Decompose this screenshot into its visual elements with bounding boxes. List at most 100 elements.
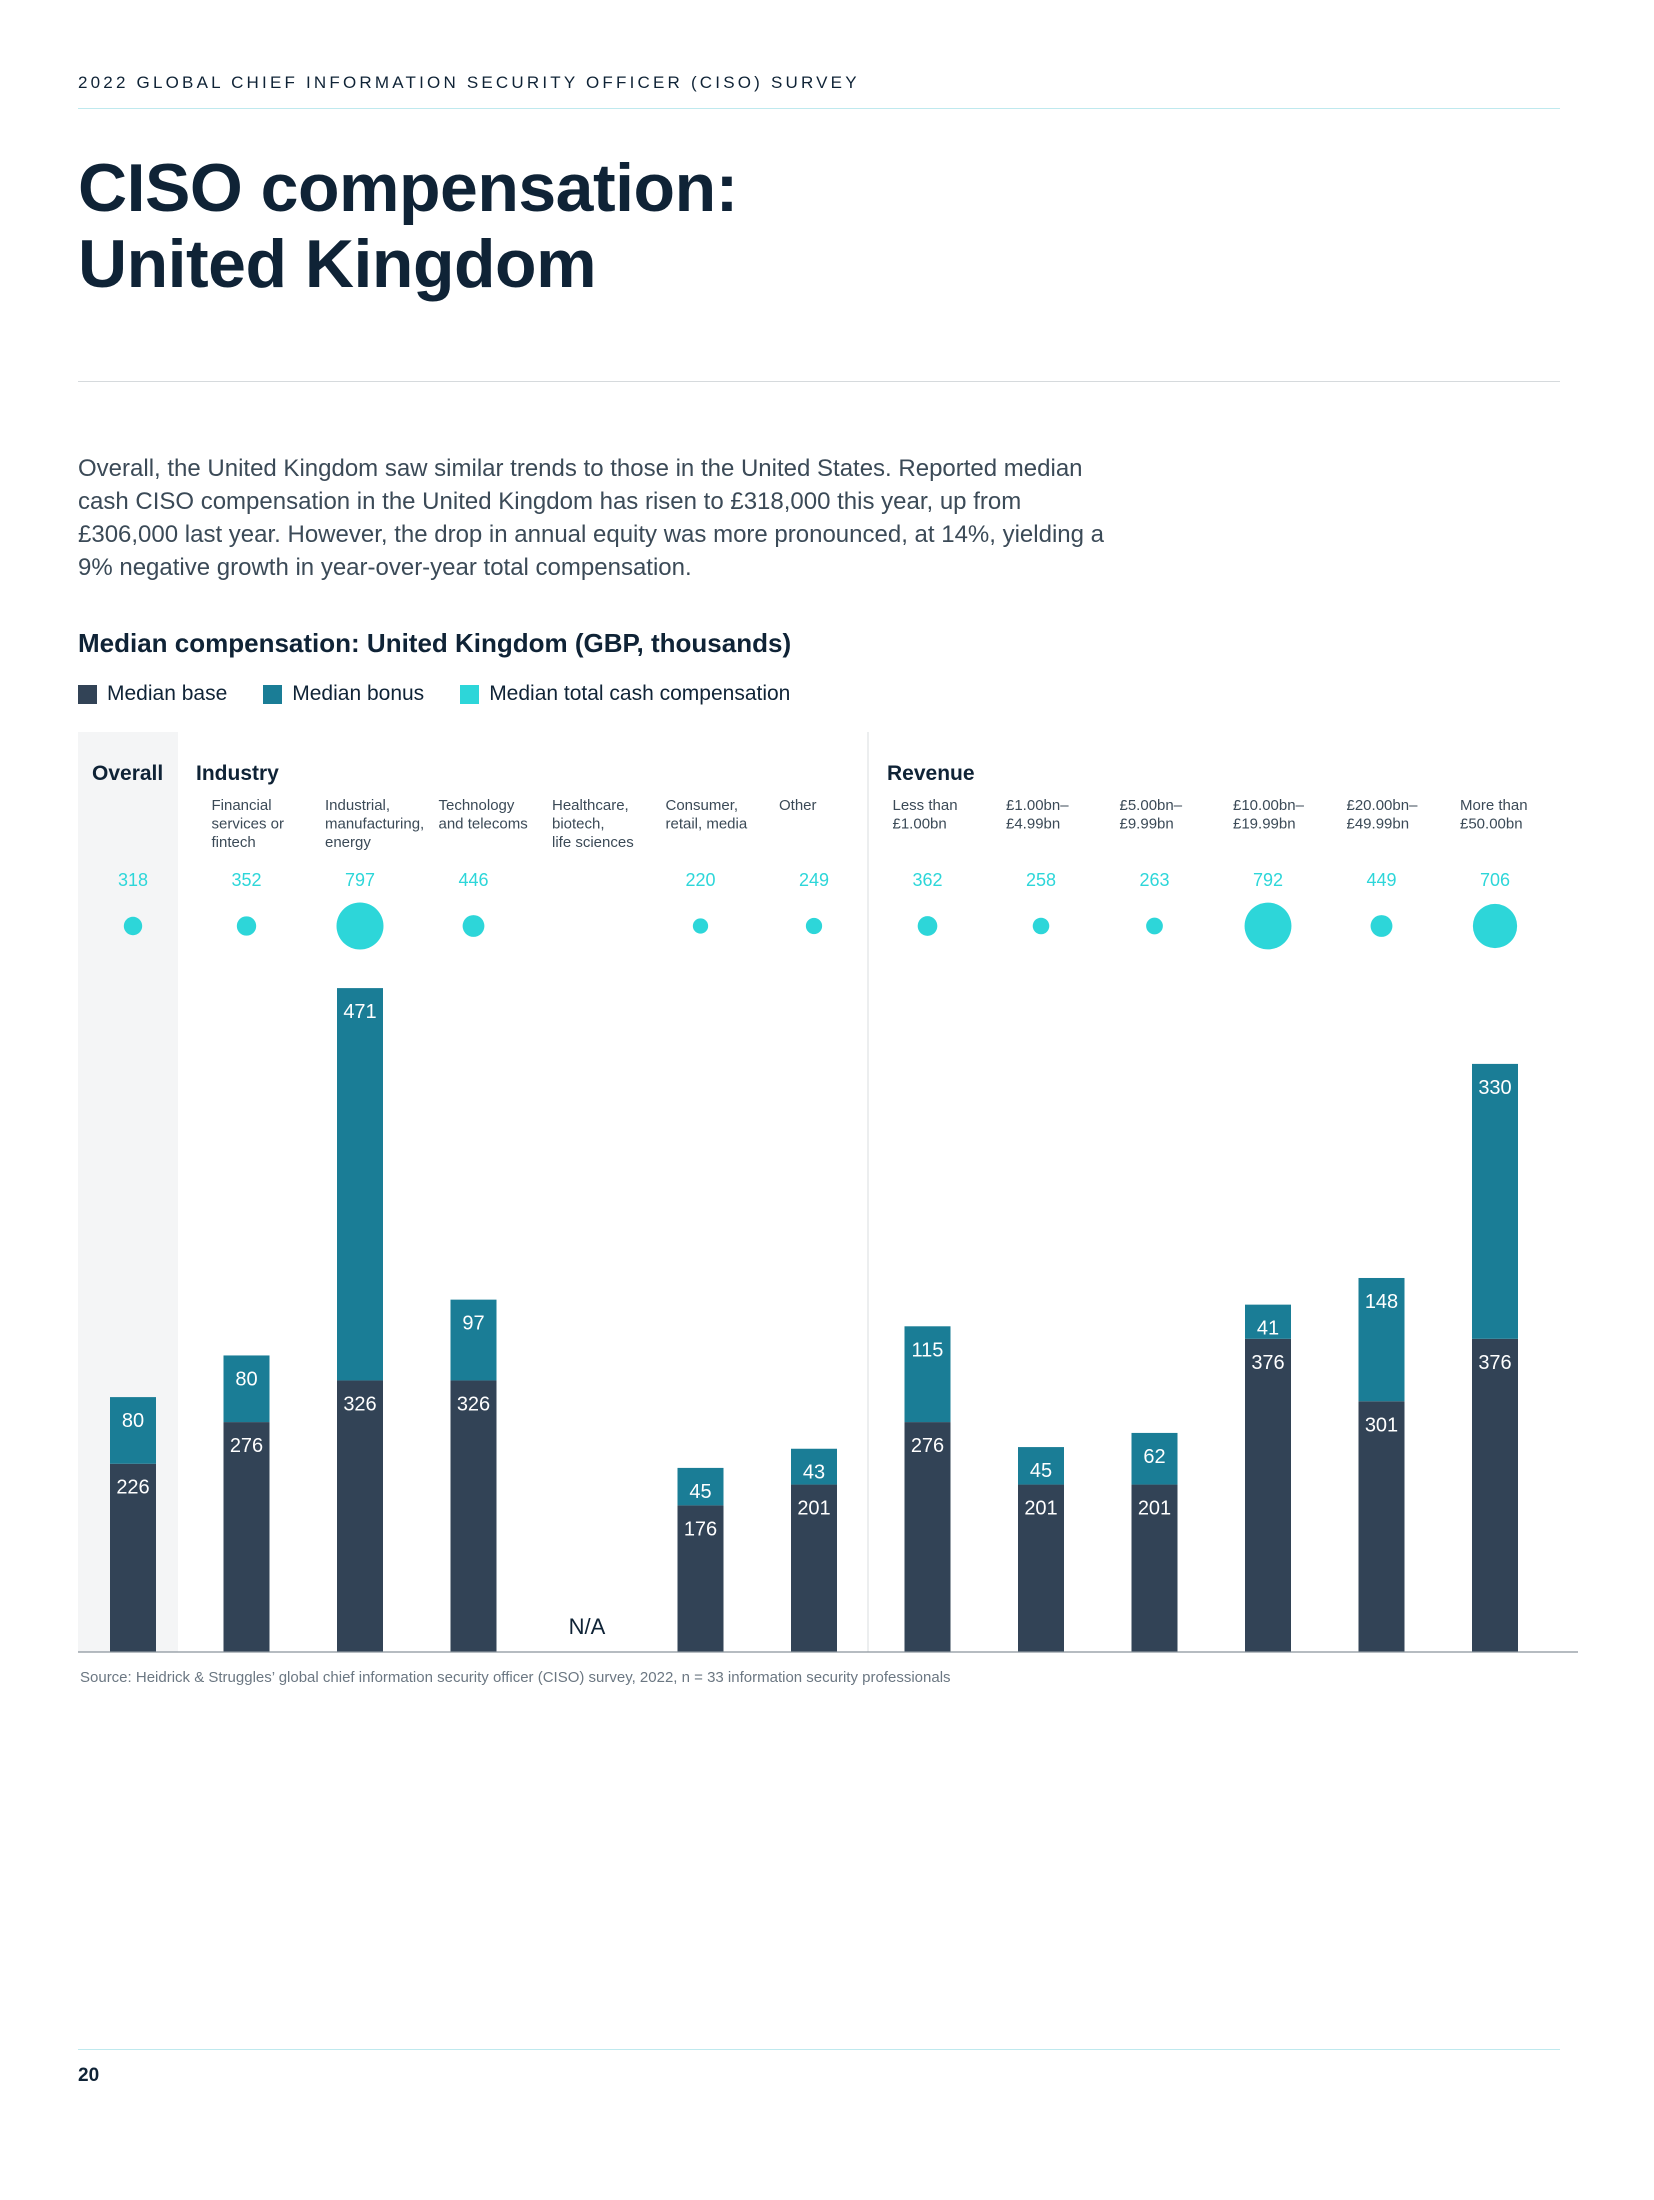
report-header: 2022 GLOBAL CHIEF INFORMATION SECURITY O… bbox=[78, 73, 860, 92]
bar-bonus-label: 115 bbox=[912, 1339, 944, 1361]
category-label: £1.00bn– bbox=[1006, 797, 1069, 814]
total-bubble bbox=[336, 902, 384, 950]
total-bubble bbox=[236, 916, 257, 936]
total-bubble bbox=[462, 915, 485, 937]
chart-title: Median compensation: United Kingdom (GBP… bbox=[78, 628, 792, 658]
total-value-label: 449 bbox=[1366, 870, 1396, 890]
category-label: Technology bbox=[439, 797, 515, 814]
na-label: N/A bbox=[569, 1614, 606, 1639]
bar-base bbox=[1018, 1484, 1064, 1652]
category-label: and telecoms bbox=[439, 816, 528, 833]
bar-base-label: 376 bbox=[1478, 1352, 1511, 1374]
bar-bonus bbox=[1245, 1304, 1291, 1339]
bar-bonus-label: 43 bbox=[803, 1462, 825, 1484]
bar-base-label: 376 bbox=[1251, 1352, 1284, 1374]
chart-legend: Median base Median bonus Median total ca… bbox=[78, 682, 790, 706]
bar-base-label: 201 bbox=[1138, 1498, 1171, 1520]
total-bubble bbox=[1244, 902, 1292, 950]
bar-bonus bbox=[904, 1326, 951, 1423]
total-value-label: 258 bbox=[1026, 870, 1056, 890]
bar-base-label: 326 bbox=[343, 1393, 376, 1415]
total-value-label: 797 bbox=[345, 870, 375, 890]
bar-base bbox=[904, 1422, 951, 1652]
bar-bonus-label: 45 bbox=[1030, 1460, 1052, 1482]
category-label: £5.00bn– bbox=[1120, 797, 1183, 814]
bar-bonus-label: 45 bbox=[689, 1481, 711, 1503]
total-bubble bbox=[1370, 915, 1393, 937]
legend-label-bonus: Median bonus bbox=[292, 682, 425, 705]
total-value-label: 446 bbox=[458, 870, 488, 890]
title-divider bbox=[78, 381, 1560, 382]
bar-bonus-label: 471 bbox=[343, 1001, 376, 1023]
legend-swatch-bonus bbox=[263, 684, 283, 704]
bar-base bbox=[1358, 1401, 1405, 1652]
total-value-label: 362 bbox=[912, 870, 942, 890]
total-bubble bbox=[123, 916, 143, 936]
legend-label-base: Median base bbox=[107, 682, 228, 705]
bar-bonus bbox=[337, 988, 383, 1381]
footer-divider bbox=[78, 2049, 1560, 2050]
legend-swatch-base bbox=[78, 684, 97, 704]
legend-item-total: Median total cash compensation bbox=[460, 682, 790, 706]
bar-base bbox=[223, 1422, 270, 1652]
category-label: life sciences bbox=[552, 834, 634, 851]
bar-base bbox=[337, 1380, 383, 1652]
legend-swatch-total bbox=[460, 684, 480, 704]
bar-bonus-label: 80 bbox=[235, 1368, 257, 1390]
bar-base bbox=[450, 1380, 497, 1652]
category-label: £1.00bn bbox=[893, 816, 947, 833]
bar-bonus-label: 330 bbox=[1478, 1077, 1511, 1099]
bar-bonus bbox=[223, 1355, 270, 1423]
page-number: 20 bbox=[78, 2065, 100, 2086]
bar-base-label: 176 bbox=[684, 1518, 717, 1540]
total-value-label: 318 bbox=[118, 870, 148, 890]
category-label: £9.99bn bbox=[1120, 816, 1174, 833]
bar-bonus bbox=[450, 1299, 497, 1381]
bar-bonus-label: 97 bbox=[462, 1313, 484, 1335]
bar-base bbox=[677, 1505, 724, 1652]
bar-base-label: 201 bbox=[797, 1498, 830, 1520]
bar-base-label: 276 bbox=[911, 1435, 944, 1457]
category-label: Healthcare, bbox=[552, 797, 629, 814]
compensation-chart: Overall Industry Revenue 318 226 80 Financial s… bbox=[78, 732, 1578, 1653]
total-bubble bbox=[1146, 917, 1163, 935]
category-label: £50.00bn bbox=[1460, 816, 1523, 833]
group-heading-overall: Overall bbox=[92, 762, 163, 785]
title-line-1: CISO compensation: bbox=[78, 150, 738, 226]
bar-bonus-label: 80 bbox=[122, 1410, 144, 1432]
category-label: Financial bbox=[212, 797, 272, 814]
total-bubble bbox=[805, 917, 823, 935]
source-note: Source: Heidrick & Struggles’ global chi… bbox=[80, 1669, 951, 1686]
bar-base bbox=[1131, 1484, 1178, 1652]
page-title: CISO compensation: United Kingdom bbox=[78, 150, 738, 302]
category-label: Less than bbox=[893, 797, 958, 814]
bar-base-label: 226 bbox=[116, 1477, 149, 1499]
bar-base bbox=[1472, 1338, 1518, 1652]
bar-base bbox=[1245, 1338, 1291, 1652]
group-heading-revenue: Revenue bbox=[887, 762, 975, 785]
total-value-label: 706 bbox=[1480, 870, 1510, 890]
category-label: £4.99bn bbox=[1006, 816, 1060, 833]
category-label: energy bbox=[325, 834, 371, 851]
category-label: Consumer, bbox=[666, 797, 739, 814]
title-line-2: United Kingdom bbox=[78, 226, 597, 302]
header-divider bbox=[78, 108, 1560, 109]
total-value-label: 352 bbox=[231, 870, 261, 890]
legend-item-bonus: Median bonus bbox=[263, 682, 424, 706]
category-label: manufacturing, bbox=[325, 816, 424, 833]
category-label: £10.00bn– bbox=[1233, 797, 1305, 814]
bar-base bbox=[791, 1484, 837, 1652]
category-label: Industrial, bbox=[325, 797, 390, 814]
bar-base-label: 301 bbox=[1365, 1414, 1398, 1436]
total-value-label: 220 bbox=[685, 870, 715, 890]
bar-base-label: 201 bbox=[1024, 1498, 1057, 1520]
total-bubble bbox=[1472, 903, 1518, 949]
category-label: Other bbox=[779, 797, 817, 814]
bar-bonus-label: 148 bbox=[1365, 1291, 1398, 1313]
total-bubble bbox=[917, 916, 938, 936]
bar-bonus bbox=[110, 1397, 156, 1464]
bar-bonus bbox=[791, 1448, 837, 1485]
category-label: £20.00bn– bbox=[1347, 797, 1419, 814]
bar-base-label: 326 bbox=[457, 1393, 490, 1415]
category-label: £49.99bn bbox=[1347, 816, 1410, 833]
